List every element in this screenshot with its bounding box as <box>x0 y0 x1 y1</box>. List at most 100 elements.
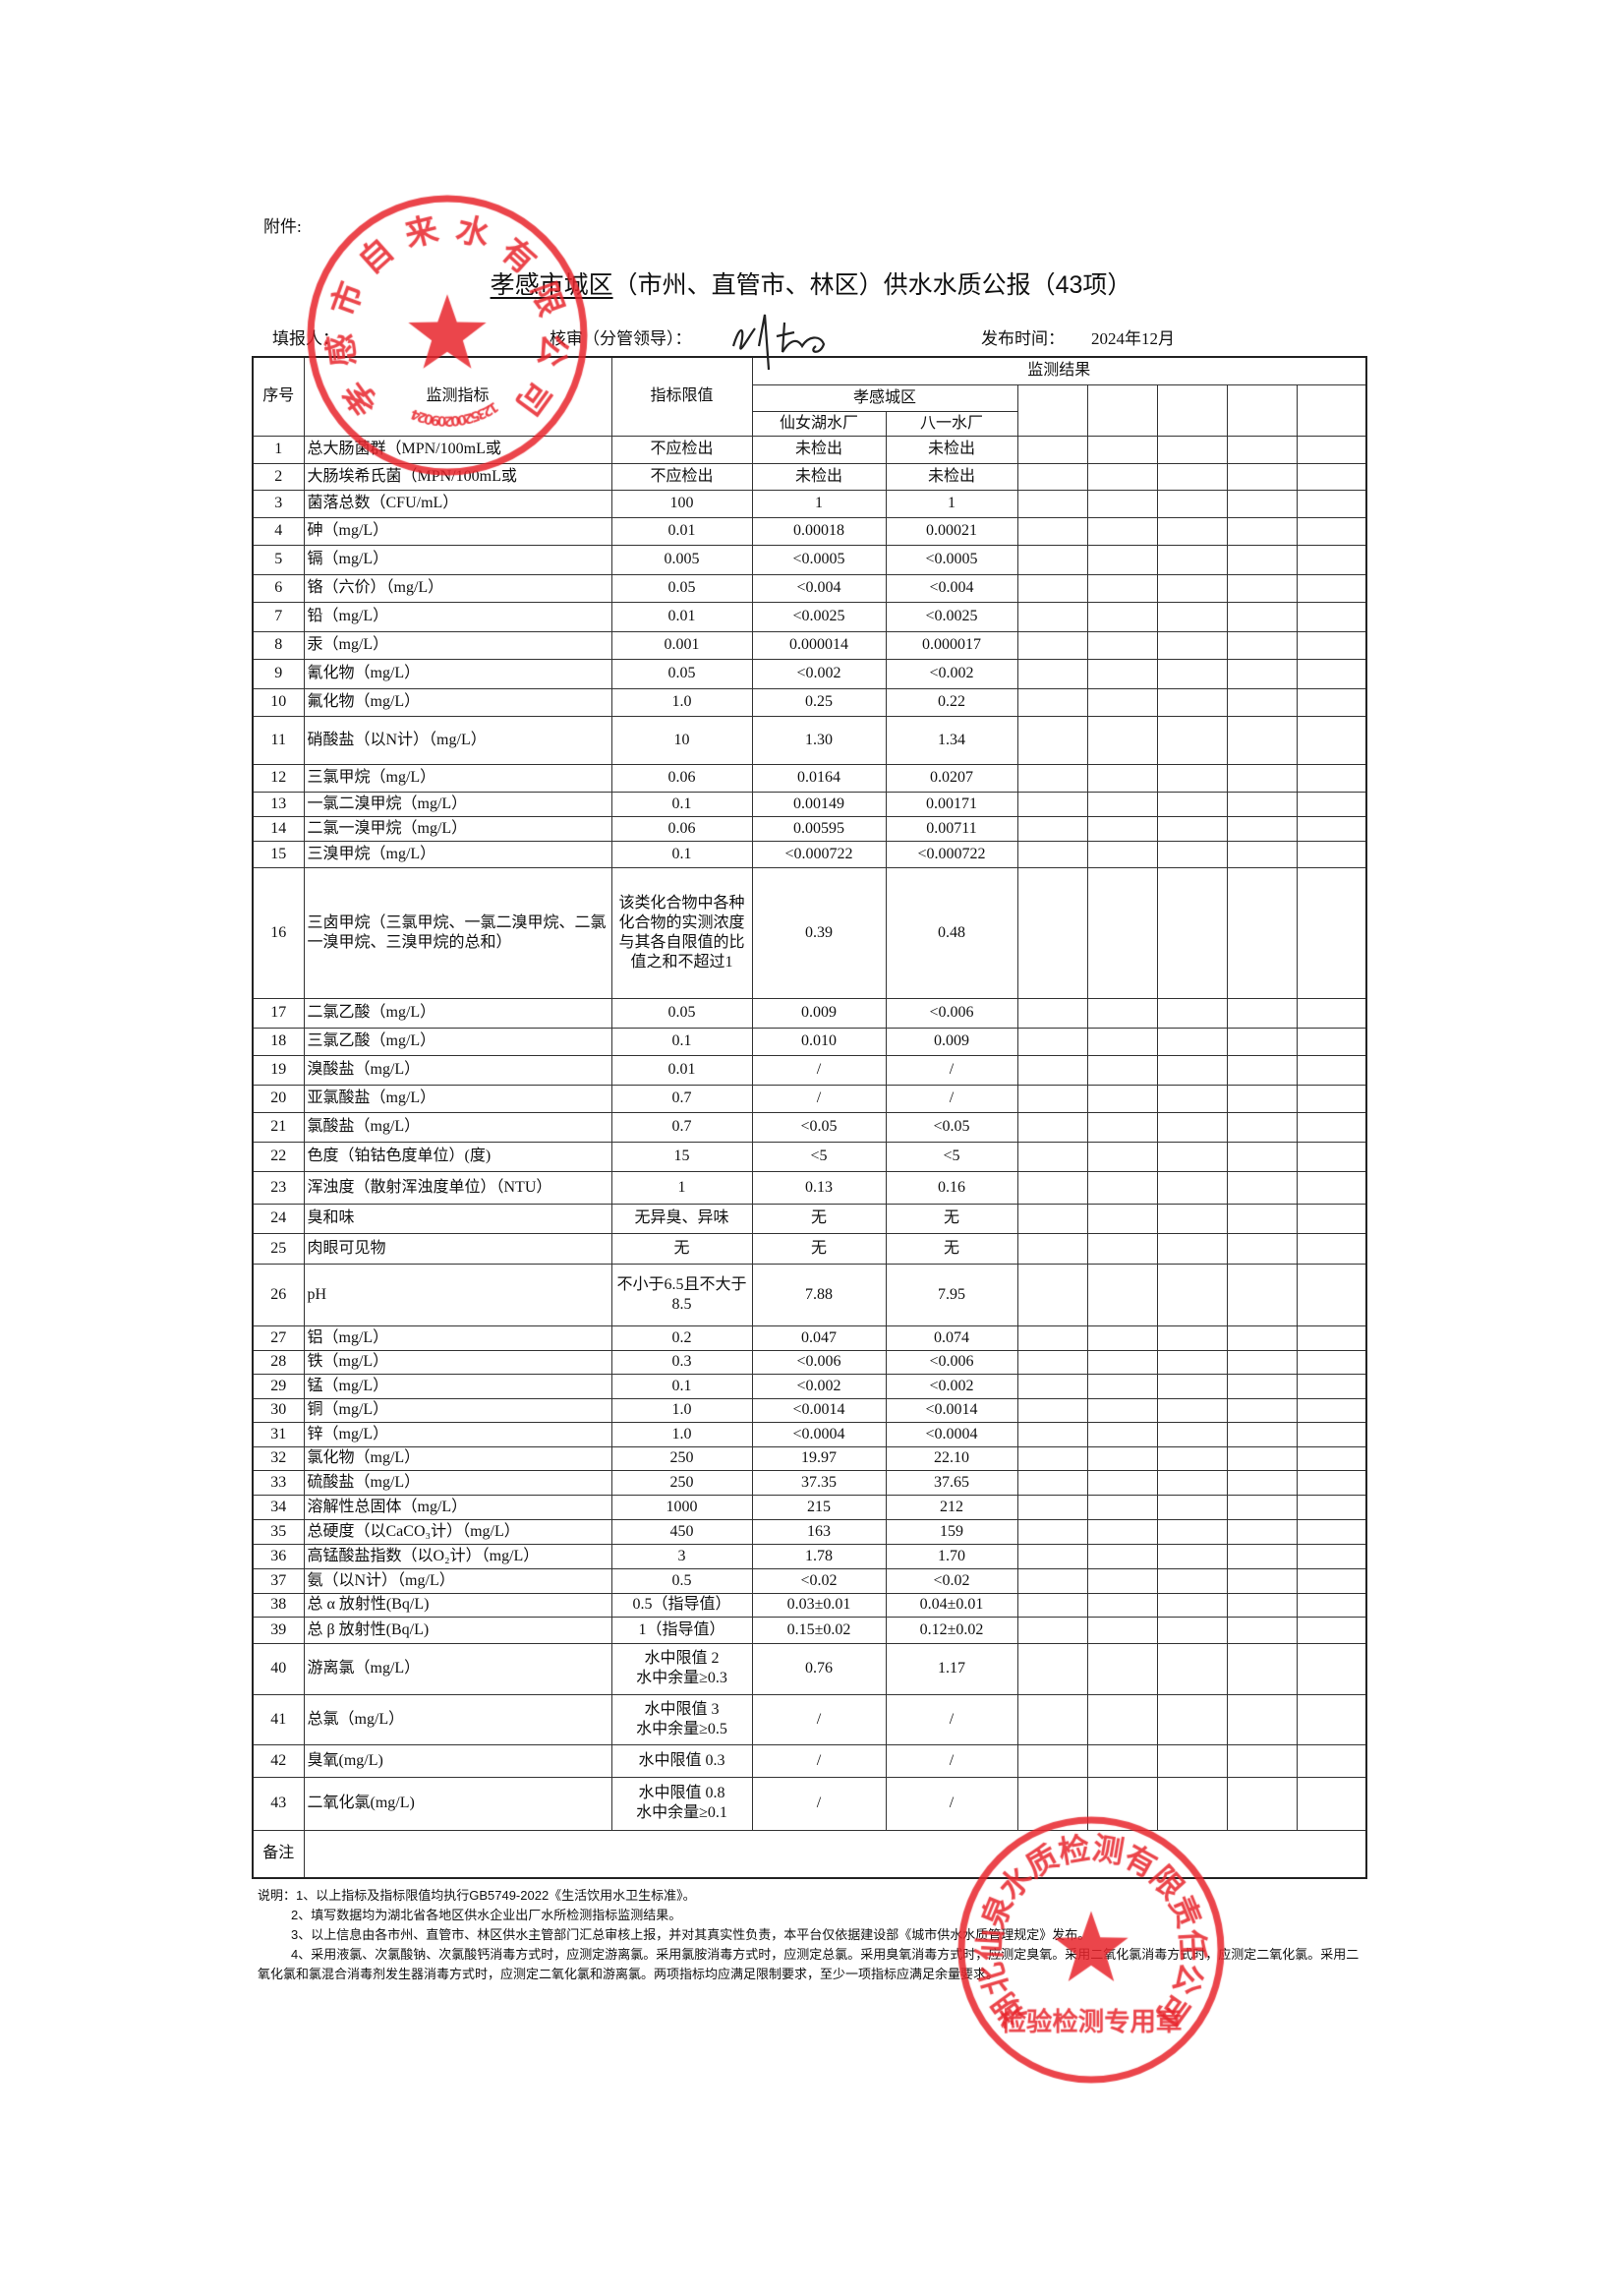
empty-cell <box>1296 1084 1367 1113</box>
indicator-cell: 总氯（mg/L） <box>303 1693 612 1745</box>
xiannvhu-result-cell: <0.05 <box>751 1111 887 1143</box>
publish-label: 发布时间： <box>981 329 1065 348</box>
bayi-result-cell: <0.0004 <box>885 1421 1018 1447</box>
table-row: 6 铬（六价）（mg/L） 0.05 <0.004 <0.004 <box>252 573 1367 603</box>
empty-cell <box>1296 687 1367 717</box>
empty-cell <box>1156 1203 1228 1234</box>
table-row: 18 三氯乙酸（mg/L） 0.1 0.010 0.009 <box>252 1027 1367 1056</box>
indicator-cell: 游离氯（mg/L） <box>303 1642 612 1695</box>
seq-cell: 36 <box>252 1543 305 1569</box>
empty-cell <box>1156 489 1228 518</box>
empty-cell <box>1086 1170 1158 1205</box>
empty-cell <box>1016 1616 1088 1644</box>
xiannvhu-result-cell: / <box>751 1776 887 1831</box>
empty-cell <box>1156 1543 1228 1569</box>
indicator-cell: 总硬度（以CaCO₃计）（mg/L） <box>303 1518 612 1545</box>
indicator-cell: 二氯乙酸（mg/L） <box>303 997 612 1029</box>
empty-cell <box>1226 763 1298 793</box>
empty-cell <box>1086 1494 1158 1520</box>
empty-cell <box>1226 1027 1298 1056</box>
empty-cell <box>1296 1349 1367 1375</box>
empty-cell <box>1226 687 1298 717</box>
empty-cell <box>1016 1232 1088 1265</box>
xiannvhu-result-cell: 0.15±0.02 <box>751 1616 887 1644</box>
empty-cell <box>1156 1421 1228 1447</box>
limit-cell: 0.05 <box>610 997 753 1029</box>
empty-cell <box>1226 1111 1298 1143</box>
xiannvhu-result-cell: / <box>751 1054 887 1086</box>
bayi-result-cell: 1.70 <box>885 1543 1018 1569</box>
limit-cell: 0.3 <box>610 1349 753 1375</box>
limit-cell: 15 <box>610 1141 753 1172</box>
bayi-result-cell: 0.009 <box>885 1027 1018 1056</box>
seq-cell: 13 <box>252 791 305 817</box>
table-row: 36 高锰酸盐指数（以O₂计）（mg/L） 3 1.78 1.70 <box>252 1543 1367 1569</box>
empty-cell <box>1226 1743 1298 1778</box>
reviewer-label: 核审（分管领导）： <box>550 329 692 348</box>
empty-cell <box>1226 1494 1298 1520</box>
bayi-result-cell: / <box>885 1743 1018 1778</box>
empty-cell <box>1016 658 1088 689</box>
empty-cell <box>1226 1567 1298 1594</box>
xiannvhu-result-cell: <0.0014 <box>751 1397 887 1423</box>
seq-cell: 41 <box>252 1693 305 1745</box>
header-results: 监测结果 <box>751 356 1367 385</box>
table-row: 4 砷（mg/L） 0.01 0.00018 0.00021 <box>252 516 1367 546</box>
empty-cell <box>1226 1084 1298 1113</box>
xiannvhu-result-cell: 0.047 <box>751 1325 887 1351</box>
empty-cell <box>1016 383 1088 437</box>
bayi-result-cell: 159 <box>885 1518 1018 1545</box>
empty-cell <box>1226 1616 1298 1644</box>
table-row: 25 肉眼可见物无无无 <box>252 1232 1367 1265</box>
empty-cell <box>1296 866 1367 999</box>
empty-cell <box>1226 715 1298 765</box>
empty-cell <box>1156 1084 1228 1113</box>
xiannvhu-result-cell: <0.0025 <box>751 601 887 632</box>
empty-cell <box>1016 815 1088 842</box>
indicator-cell: 大肠埃希氏菌（MPN/100mL或 <box>303 462 612 491</box>
limit-cell: 0.7 <box>610 1084 753 1113</box>
empty-cell <box>1156 658 1228 689</box>
seq-cell: 26 <box>252 1263 305 1326</box>
seq-cell: 30 <box>252 1397 305 1423</box>
empty-cell <box>1016 1373 1088 1399</box>
xiannvhu-result-cell: <0.002 <box>751 658 887 689</box>
limit-cell: 0.01 <box>610 1054 753 1086</box>
seq-cell: 10 <box>252 687 305 717</box>
seq-cell: 24 <box>252 1203 305 1234</box>
empty-cell <box>1016 1170 1088 1205</box>
empty-cell <box>1296 1543 1367 1569</box>
empty-cell <box>1086 791 1158 817</box>
seq-cell: 25 <box>252 1232 305 1265</box>
indicator-cell: 锌（mg/L） <box>303 1421 612 1447</box>
empty-cell <box>1016 1027 1088 1056</box>
notes: 说明：1、以上指标及指标限值均执行GB5749-2022《生活饮用水卫生标准》。… <box>258 1886 1368 1984</box>
seq-cell: 1 <box>252 435 305 464</box>
empty-cell <box>1156 1518 1228 1545</box>
empty-cell <box>1156 997 1228 1029</box>
empty-cell <box>1156 630 1228 660</box>
bayi-result-cell: 0.0207 <box>885 763 1018 793</box>
bayi-result-cell: <0.002 <box>885 658 1018 689</box>
empty-cell <box>1086 1054 1158 1086</box>
empty-cell <box>1016 1445 1088 1471</box>
empty-cell <box>1296 1373 1367 1399</box>
seq-cell: 11 <box>252 715 305 765</box>
indicator-cell: 铁（mg/L） <box>303 1349 612 1375</box>
limit-cell: 0.01 <box>610 516 753 546</box>
empty-cell <box>1296 1616 1367 1644</box>
empty-cell <box>1016 1469 1088 1496</box>
empty-cell <box>1156 715 1228 765</box>
bayi-result-cell: 无 <box>885 1232 1018 1265</box>
xiannvhu-result-cell: 0.25 <box>751 687 887 717</box>
indicator-cell: pH <box>303 1263 612 1326</box>
seq-cell: 42 <box>252 1743 305 1778</box>
xiannvhu-result-cell: 无 <box>751 1203 887 1234</box>
indicator-cell: 氯酸盐（mg/L） <box>303 1111 612 1143</box>
title-region: 孝感市城区 <box>490 271 613 299</box>
empty-cell <box>1296 1592 1367 1618</box>
table-row: 22 色度（铂钴色度单位）(度) 15 <5 <5 <box>252 1141 1367 1172</box>
seq-cell: 4 <box>252 516 305 546</box>
empty-cell <box>1296 1203 1367 1234</box>
indicator-cell: 锰（mg/L） <box>303 1373 612 1399</box>
